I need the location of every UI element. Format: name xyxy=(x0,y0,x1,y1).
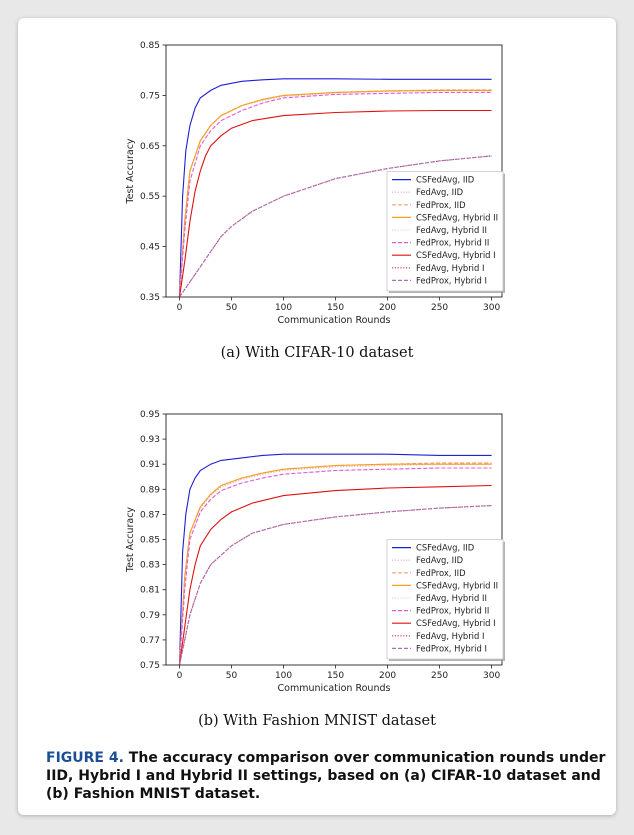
figure-card xyxy=(18,18,616,815)
chart-b: 0 50 100 150 200 250 300 0.75 0.77 0.79 0.81 0.83 0.… xyxy=(125,410,505,694)
x-tick-label: 250 xyxy=(431,303,448,313)
x-tick-label: 100 xyxy=(275,671,292,681)
series-line-3 xyxy=(178,89,492,297)
y-tick-label: 0.85 xyxy=(140,41,160,51)
x-axis-label: Communication Rounds xyxy=(278,683,391,694)
y-tick-label: 0.75 xyxy=(140,91,160,101)
y-tick-label: 0.89 xyxy=(140,485,160,495)
y-tick-label: 0.45 xyxy=(140,243,160,253)
legend-label-2: FedProx, IID xyxy=(416,200,466,210)
chart-a: 0 50 100 150 200 250 300 0.35 0.45 0.55 0.65 0.75 0.… xyxy=(125,41,505,326)
legend-label-2: FedProx, IID xyxy=(416,568,466,578)
y-tick-label: 0.65 xyxy=(140,142,160,152)
subcaption-a: (a) With CIFAR-10 dataset xyxy=(220,345,414,361)
x-tick-label: 50 xyxy=(226,671,238,681)
y-tick-label: 0.91 xyxy=(140,460,160,470)
y-tick-label: 0.95 xyxy=(140,410,160,420)
series-line-3 xyxy=(178,463,492,665)
legend-label-4: FedAvg, Hybrid II xyxy=(416,225,487,235)
y-tick-label: 0.55 xyxy=(140,192,160,202)
x-tick-label: 250 xyxy=(431,671,448,681)
series-line-6 xyxy=(178,109,492,297)
legend-label-7: FedAvg, Hybrid I xyxy=(416,631,484,641)
y-tick-label: 0.77 xyxy=(140,636,160,646)
x-tick-label: 300 xyxy=(483,671,500,681)
legend-label-1: FedAvg, IID xyxy=(416,555,463,565)
x-tick-label: 200 xyxy=(379,303,396,313)
legend-label-1: FedAvg, IID xyxy=(416,187,463,197)
y-tick-label: 0.87 xyxy=(140,510,160,520)
x-tick-label: 200 xyxy=(379,671,396,681)
series-group xyxy=(178,453,492,665)
x-tick-label: 0 xyxy=(177,671,183,681)
y-tick-label: 0.75 xyxy=(140,661,160,671)
legend-label-6: CSFedAvg, Hybrid I xyxy=(416,618,496,628)
subcaption-b: (b) With Fashion MNIST dataset xyxy=(198,713,436,729)
y-tick-label: 0.79 xyxy=(140,611,160,621)
legend-label-5: FedProx, Hybrid II xyxy=(416,238,489,248)
legend-label-0: CSFedAvg, IID xyxy=(416,175,474,185)
legend-label-5: FedProx, Hybrid II xyxy=(416,606,489,616)
legend-label-3: CSFedAvg, Hybrid II xyxy=(416,580,498,590)
series-line-0 xyxy=(178,78,492,297)
x-tick-label: 300 xyxy=(483,303,500,313)
legend-label-0: CSFedAvg, IID xyxy=(416,543,474,553)
legend-label-8: FedProx, Hybrid I xyxy=(416,275,487,285)
legend-label-8: FedProx, Hybrid I xyxy=(416,643,487,653)
x-tick-label: 150 xyxy=(327,671,344,681)
legend-label-3: CSFedAvg, Hybrid II xyxy=(416,212,498,222)
series-line-5 xyxy=(178,91,492,297)
series-line-6 xyxy=(178,484,492,665)
series-group xyxy=(178,78,492,297)
y-tick-label: 0.83 xyxy=(140,561,160,571)
figure-caption-lead: FIGURE 4. xyxy=(46,750,124,766)
legend-box xyxy=(386,539,504,660)
legend-label-7: FedAvg, Hybrid I xyxy=(416,263,484,273)
legend-box xyxy=(386,171,504,292)
y-tick-label: 0.35 xyxy=(140,293,160,303)
x-tick-label: 0 xyxy=(177,303,183,313)
series-line-8 xyxy=(178,505,492,665)
x-axis-label: Communication Rounds xyxy=(278,315,391,326)
x-tick-label: 100 xyxy=(275,303,292,313)
y-tick-label: 0.81 xyxy=(140,586,160,596)
figure-caption: FIGURE 4. The accuracy comparison over c… xyxy=(46,749,606,803)
series-line-0 xyxy=(178,453,492,665)
figure-caption-text: The accuracy comparison over communicati… xyxy=(46,750,606,802)
y-axis-label: Test Accuracy xyxy=(125,138,136,204)
series-line-8 xyxy=(179,155,492,297)
legend-label-4: FedAvg, Hybrid II xyxy=(416,593,487,603)
y-tick-label: 0.93 xyxy=(140,435,160,445)
y-tick-label: 0.85 xyxy=(140,536,160,546)
x-tick-label: 150 xyxy=(327,303,344,313)
series-line-5 xyxy=(178,467,492,665)
legend-label-6: CSFedAvg, Hybrid I xyxy=(416,250,496,260)
plot-frame xyxy=(165,44,503,298)
y-axis-label: Test Accuracy xyxy=(125,507,136,573)
x-tick-label: 50 xyxy=(226,303,238,313)
